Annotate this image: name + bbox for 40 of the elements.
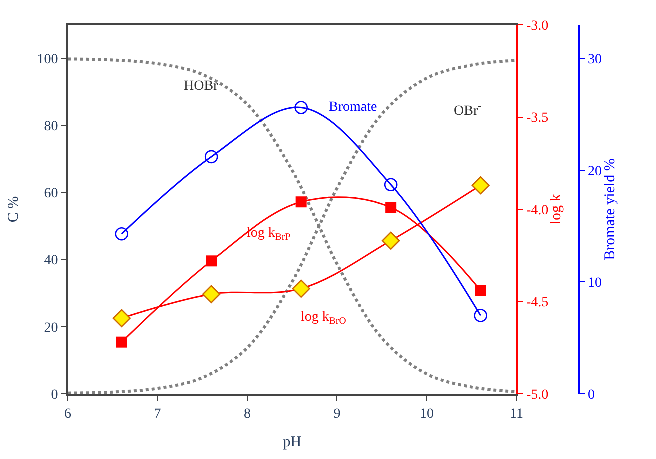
x-axis-title: pH (283, 434, 302, 450)
point (475, 285, 486, 296)
y-tick-label: 100 (37, 52, 58, 68)
point (296, 196, 307, 208)
y-tick-label: 40 (44, 254, 58, 269)
y-axis-title: C % (6, 196, 22, 223)
series-label: HOBr (184, 79, 219, 94)
x-tick-label: 8 (244, 406, 251, 422)
point (294, 101, 308, 114)
point (474, 309, 488, 322)
y2-tick-label: -4.5 (526, 296, 549, 311)
y3-tick-label: 20 (588, 164, 602, 180)
point (386, 202, 397, 214)
point (115, 227, 128, 241)
point (206, 256, 218, 267)
y-tick-label: 80 (44, 120, 58, 135)
y2-tick-label: -4.0 (526, 203, 549, 218)
y3-tick-label: 10 (588, 276, 602, 292)
point (116, 336, 128, 348)
x-tick-label: 6 (64, 406, 72, 422)
x-tick-label: 11 (510, 406, 524, 422)
series-label: log k$_{BrO}$ (301, 310, 346, 327)
y3-tick-label: 0 (588, 388, 595, 403)
x-tick-label: 7 (154, 406, 162, 422)
series-label: log k$_{BrP}$ (247, 226, 292, 243)
point (204, 150, 218, 164)
y2-tick-label: -3.0 (526, 18, 549, 34)
x-tick-label: 9 (334, 406, 341, 422)
y2-axis-title: log k (548, 194, 565, 225)
y3-axis-title: Bromate yield % (602, 158, 618, 260)
y3-tick-label: 30 (588, 52, 602, 68)
y2-tick-label: -5.0 (526, 388, 549, 403)
y-tick-label: 60 (44, 186, 58, 202)
series-label: Bromate (329, 100, 378, 115)
point (384, 178, 398, 192)
y2-tick-label: -3.5 (526, 111, 549, 126)
y-tick-label: 20 (44, 320, 58, 336)
x-tick-label: 10 (420, 406, 434, 422)
text: OBr$^{-}$ (454, 101, 482, 119)
y-tick-label: 0 (51, 388, 58, 403)
